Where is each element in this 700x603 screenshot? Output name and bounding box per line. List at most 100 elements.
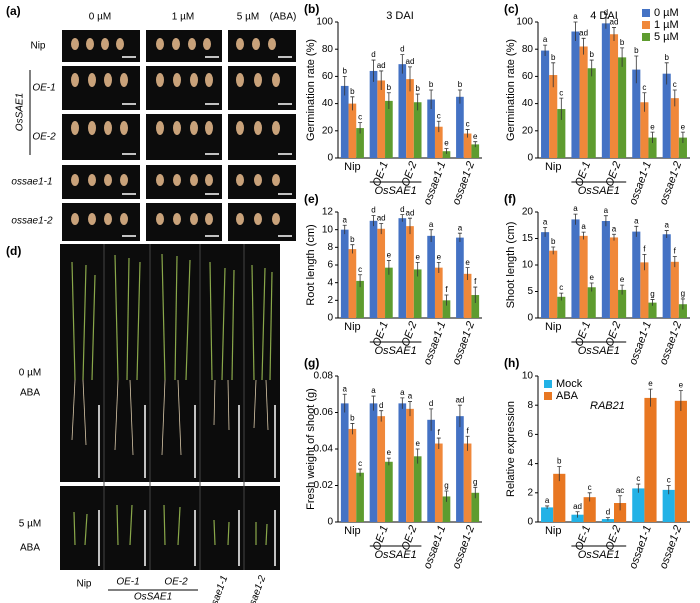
legend-label: 1 µM: [654, 19, 679, 31]
significance-letter: ad: [377, 61, 386, 70]
row-label: ossae1-2: [11, 216, 53, 227]
bar: [670, 261, 679, 318]
error-bar: [642, 92, 647, 112]
error-bar: [650, 131, 655, 144]
group-label: OsSAE1: [578, 185, 620, 197]
bar: [571, 514, 584, 522]
bar: [385, 267, 393, 318]
significance-letter: b: [415, 84, 420, 93]
bar: [442, 151, 451, 158]
significance-letter: a: [573, 12, 578, 21]
error-bar: [408, 66, 412, 92]
bar: [579, 46, 588, 159]
bar: [427, 419, 435, 522]
error-bar: [371, 395, 376, 411]
y-tick-label: 0: [527, 313, 533, 324]
genotype-label: OE-2: [164, 577, 188, 588]
bar: [601, 221, 610, 318]
bar: [571, 31, 580, 158]
y-tick-label: 0.06: [314, 407, 334, 418]
significance-letter: b: [350, 235, 355, 244]
significance-letter: ac: [616, 486, 624, 495]
y-axis-label: Shoot length (cm): [505, 222, 517, 309]
bar: [406, 79, 414, 158]
significance-letter: a: [545, 496, 550, 505]
error-bar: [386, 260, 391, 275]
error-bar: [473, 486, 478, 499]
y-axis-label: Germination rate (%): [305, 39, 317, 141]
bar: [609, 34, 619, 158]
error-bar: [350, 96, 355, 111]
error-bar: [415, 448, 420, 464]
significance-letter: c: [667, 476, 671, 485]
error-bar: [557, 466, 562, 482]
y-tick-label: 0: [527, 517, 533, 528]
error-bar: [371, 59, 376, 82]
significance-letter: e: [620, 275, 625, 284]
significance-letter: f: [438, 428, 441, 437]
y-tick-label: 0: [327, 153, 333, 164]
photo: [60, 244, 280, 482]
error-bar: [358, 468, 363, 477]
bar: [442, 300, 451, 318]
bar: [406, 226, 414, 318]
y-tick-label: 0: [527, 153, 533, 164]
condition-label: 0 µM: [19, 368, 41, 379]
bar: [618, 289, 627, 318]
error-bar: [664, 230, 669, 238]
group-label: OsSAE1: [375, 345, 417, 357]
error-bar: [358, 274, 363, 288]
significance-letter: e: [648, 379, 653, 388]
y-tick-label: 10: [522, 260, 534, 271]
error-bar: [605, 517, 610, 521]
y-tick-label: 0.04: [314, 444, 334, 455]
group-label: OsSAE1: [134, 592, 172, 603]
error-bar: [400, 54, 405, 74]
error-bar: [587, 492, 592, 502]
significance-letter: a: [342, 215, 347, 224]
error-bar: [634, 225, 639, 237]
panel-d: (d) 0 µM ABA 5 µM ABA Nip OE: [6, 244, 280, 603]
significance-letter: e: [415, 439, 420, 448]
legend-label: ABA: [556, 390, 579, 402]
bar: [340, 85, 349, 158]
bar: [434, 126, 443, 158]
significance-letter: d: [400, 205, 404, 214]
error-bar: [408, 401, 412, 417]
panel-label: (h): [504, 356, 519, 370]
row-label: ossae1-1: [11, 177, 52, 188]
x-tick-label: Nip: [545, 161, 562, 173]
error-bar: [559, 97, 564, 120]
significance-letter: g: [473, 477, 477, 486]
significance-letter: c: [358, 113, 362, 122]
condition-label: ABA: [20, 543, 40, 554]
seedlings: [71, 38, 280, 225]
significance-letter: g: [681, 289, 685, 298]
bar: [377, 416, 386, 522]
y-tick-label: 4: [527, 458, 533, 469]
significance-letter: e: [650, 122, 655, 131]
significance-letter: b: [429, 80, 434, 89]
photo-dividers: [103, 244, 245, 570]
column-label: 0 µM: [89, 12, 111, 23]
bar: [678, 304, 687, 318]
x-tick-label: Nip: [545, 525, 562, 537]
bar: [398, 218, 407, 318]
significance-letter: a: [342, 384, 347, 393]
bar: [369, 220, 378, 318]
bar: [471, 295, 480, 318]
error-bar: [581, 231, 586, 240]
significance-letter: c: [636, 474, 640, 483]
scale-bars: [98, 405, 276, 566]
bar: [340, 229, 349, 318]
photo: [146, 114, 222, 160]
y-tick-label: 12: [322, 207, 334, 218]
error-bar: [350, 423, 355, 435]
error-bar: [371, 215, 376, 227]
panel-label: (e): [304, 192, 319, 206]
error-bar: [648, 388, 653, 407]
significance-letter: a: [429, 220, 434, 229]
bar: [385, 461, 393, 522]
y-tick-label: 6: [527, 429, 533, 440]
